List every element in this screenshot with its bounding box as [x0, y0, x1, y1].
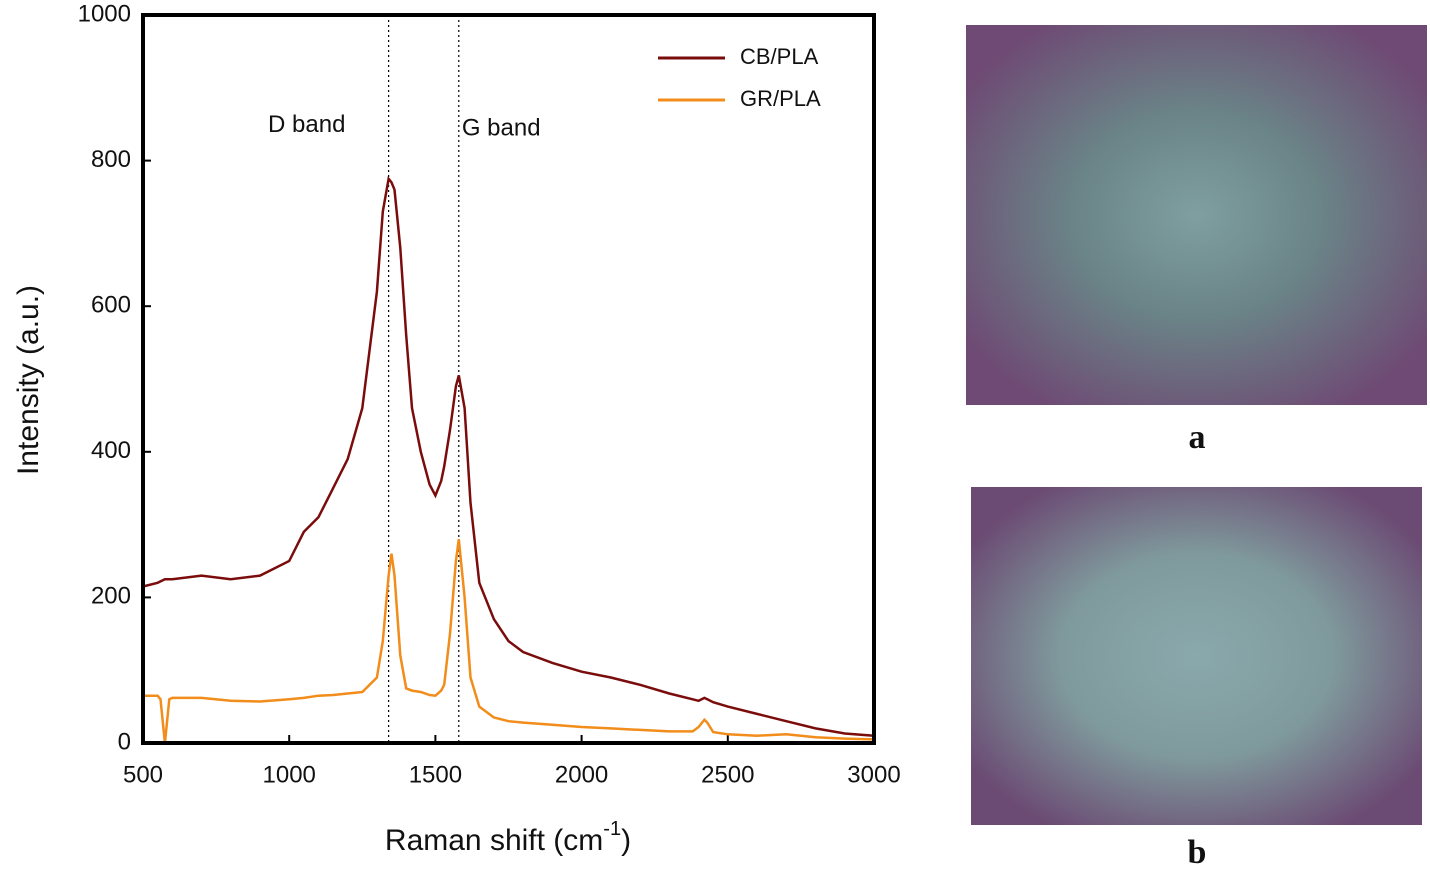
x-tick-label: 1000: [263, 761, 316, 788]
y-axis-label: Intensity (a.u.): [12, 285, 45, 475]
x-tick-label: 2500: [701, 761, 754, 788]
photo: [966, 25, 1427, 405]
legend-label: CB/PLA: [740, 44, 819, 69]
y-tick-label: 1000: [78, 0, 131, 27]
y-tick-label: 600: [91, 292, 131, 319]
x-tick-label: 500: [123, 761, 163, 788]
plot-frame: [141, 13, 876, 745]
x-tick-label: 2000: [555, 761, 608, 788]
series-line: [142, 175, 875, 737]
y-tick-label: 800: [91, 146, 131, 173]
legend-label: GR/PLA: [740, 86, 821, 111]
y-tick-label: 0: [118, 728, 131, 755]
x-axis-label-text: Raman shift (cm: [385, 824, 603, 857]
y-tick-label: 200: [91, 583, 131, 610]
x-axis-label-suffix: ): [621, 824, 631, 857]
series-line: [143, 539, 875, 744]
photo: [971, 487, 1422, 825]
panel-label: b: [1188, 834, 1207, 869]
panel-label: a: [1189, 419, 1206, 456]
annotation: G band: [462, 115, 541, 142]
y-tick-label: 400: [91, 437, 131, 464]
x-tick-label: 3000: [847, 761, 900, 788]
x-tick-label: 1500: [409, 761, 462, 788]
x-axis-label-sup: -1: [603, 818, 621, 840]
x-axis-label: Raman shift (cm-1): [385, 818, 631, 857]
annotation: D band: [268, 111, 345, 138]
